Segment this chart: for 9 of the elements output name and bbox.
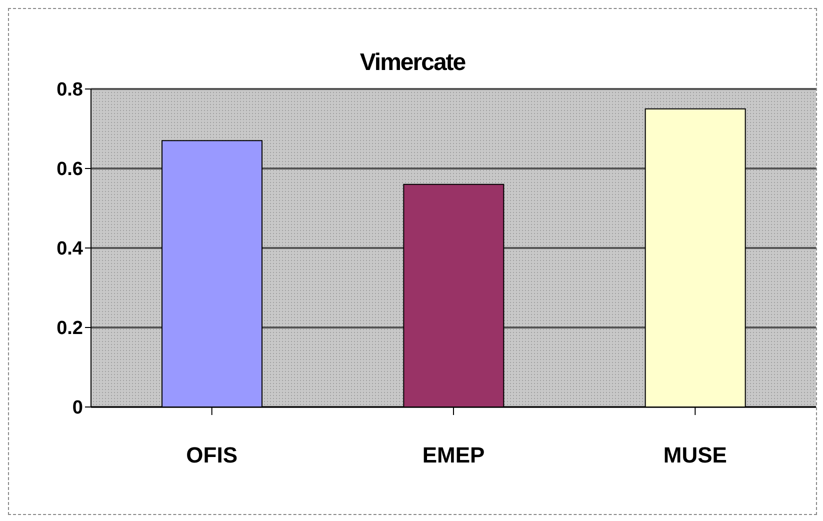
x-tick-label: EMEP	[422, 442, 485, 468]
x-tick-label: MUSE	[663, 442, 727, 468]
y-tick-label: 0	[72, 398, 83, 419]
x-tick-label: OFIS	[186, 442, 238, 468]
y-tick-label: 0.6	[56, 159, 83, 180]
chart-title: Vimercate	[358, 49, 466, 77]
y-tick-label: 0.4	[56, 238, 84, 260]
y-tick-label: 0.2	[56, 318, 83, 340]
y-tick-label: 0.8	[56, 80, 83, 101]
